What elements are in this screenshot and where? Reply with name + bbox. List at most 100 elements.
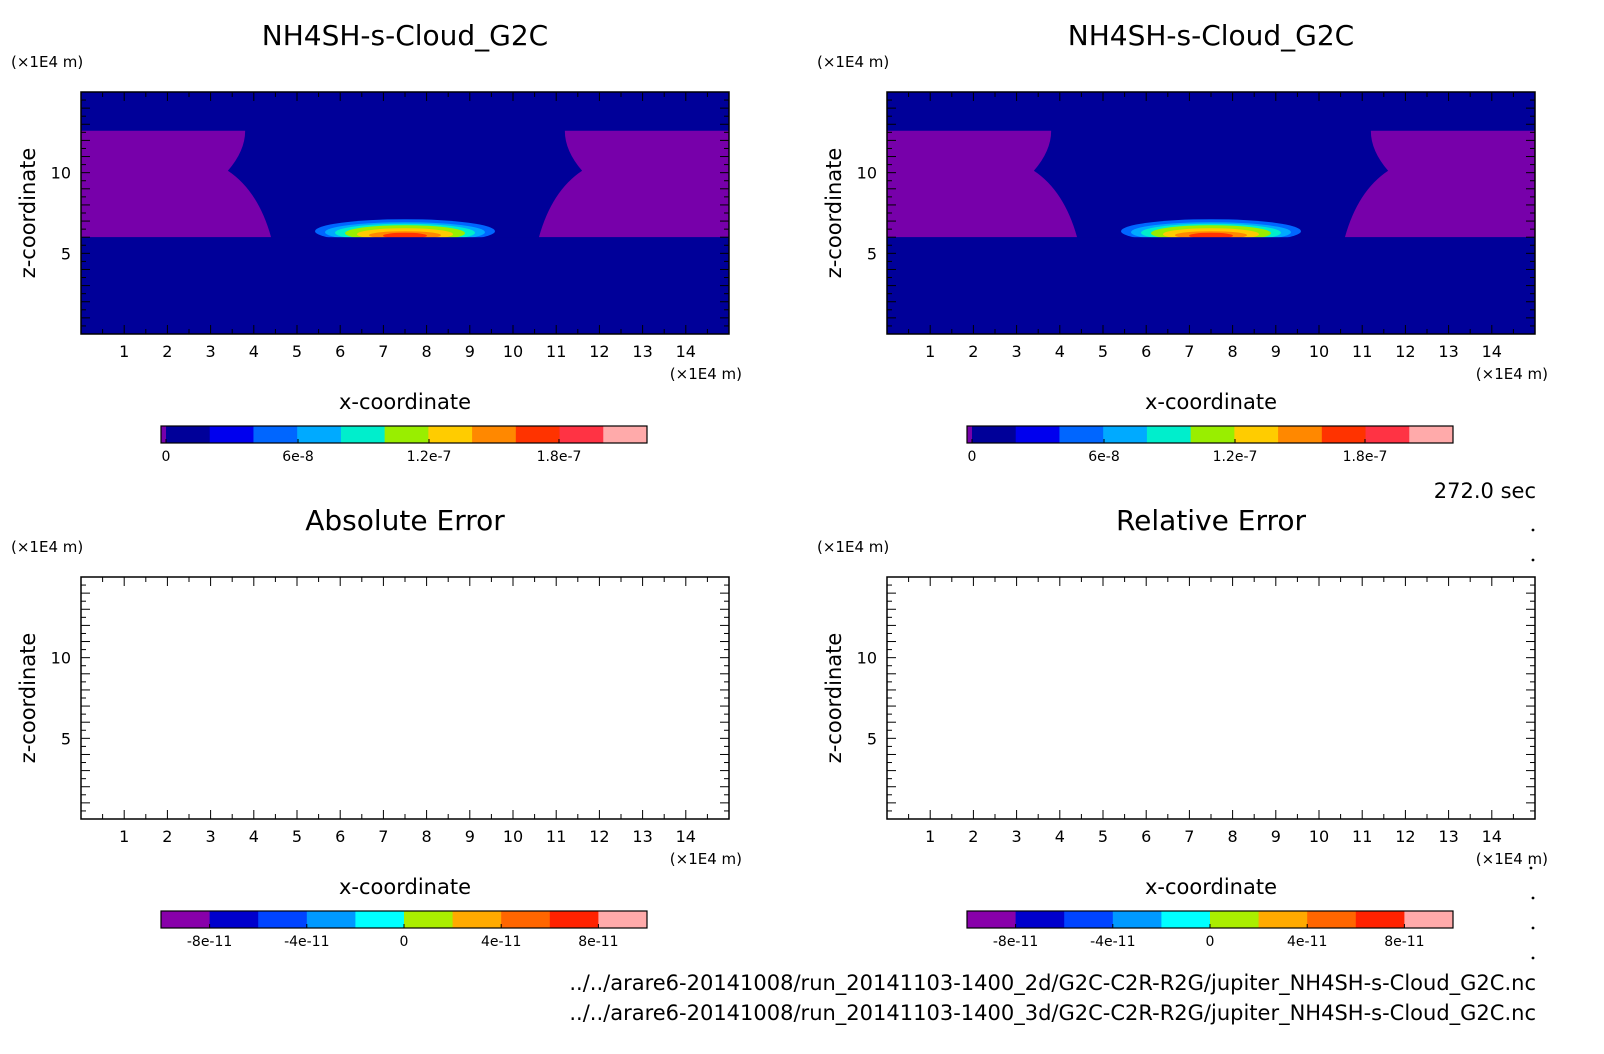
y-tick-label: 5 [61,729,71,748]
x-tick-label: 8 [422,827,432,846]
colorbar-swatch [549,911,599,928]
colorbar-swatch [404,911,454,928]
x-tick-label: 7 [1184,342,1194,361]
x-tick-label: 4 [1055,342,1065,361]
empty-field [81,577,729,819]
x-tick-label: 9 [465,342,475,361]
x-tick-label: 2 [968,342,978,361]
colorbar-swatch [452,911,502,928]
x-tick-label: 1 [925,827,935,846]
y-axis-label: z-coordinate [16,148,40,279]
colorbar-under [967,426,972,443]
x-axis: 1 2 3 4 5 6 7 8 9 10 11 12 13 14 [102,92,708,361]
colorbar-swatch [1234,426,1279,443]
x-axis: 1 2 3 4 5 6 7 8 9 10 11 12 13 14 [102,577,708,846]
x-axis-label: x-coordinate [339,875,471,899]
colorbar-swatch [1210,911,1260,928]
colorbar-swatch [1015,911,1065,928]
cloud-region-right [538,130,729,238]
colorbar-swatch [209,426,254,443]
colorbar-swatch [1404,911,1454,928]
empty-field [887,577,1535,819]
x-tick-label: 4 [1055,827,1065,846]
x-tick-label: 3 [1012,827,1022,846]
y-tick-label: 10 [51,649,71,668]
x-axis-label: x-coordinate [1145,875,1277,899]
colorbar-label: 0 [968,449,977,465]
x-tick-label: 11 [546,342,566,361]
colorbar-swatch [1355,911,1405,928]
x-axis-label: x-coordinate [1145,390,1277,414]
x-tick-label: 14 [1482,827,1502,846]
panel-title: Absolute Error [305,504,505,537]
x-tick-label: 13 [1438,342,1458,361]
lower-region [887,237,1535,334]
colorbar-label: 1.2e-7 [407,449,452,465]
x-tick-label: 6 [335,342,345,361]
colorbar-swatch [209,911,259,928]
y-tick-label: 10 [857,164,877,183]
x-tick-label: 5 [1098,827,1108,846]
time-label: 272.0 sec [1434,479,1536,503]
x-tick-label: 14 [1482,342,1502,361]
colorbar-swatch [603,426,648,443]
colorbar-swatch [1365,426,1410,443]
y-unit-label: (×1E4 m) [817,538,889,556]
y-tick-label: 10 [51,164,71,183]
colorbar-under [161,426,166,443]
lower-region [81,237,729,334]
x-unit-label: (×1E4 m) [1476,365,1548,383]
colorbar-label: 4e-11 [1287,934,1327,950]
x-tick-label: 3 [1012,342,1022,361]
x-tick-label: 3 [206,342,216,361]
x-tick-label: 13 [1438,827,1458,846]
colorbar-swatch [297,426,342,443]
panel-3: Absolute Error(×1E4 m)1 2 3 4 5 6 7 8 9 10 11 12 13 1… [11,504,742,950]
x-tick-label: 11 [546,827,566,846]
x-tick-label: 2 [162,827,172,846]
colorbar-label: 0 [1206,934,1215,950]
panel-4: Relative Error(×1E4 m)1 2 3 4 5 6 7 8 9 10 11 12 13 1… [817,504,1548,950]
x-tick-label: 4 [249,342,259,361]
plot-area [81,577,729,819]
y-axis: 5 10 [51,584,729,812]
colorbar-swatch [1190,426,1235,443]
x-axis-label: x-coordinate [339,390,471,414]
colorbar-label: 1.8e-7 [537,449,582,465]
file-path-2: ../../arare6-20141008/run_20141103-1400_… [569,1001,1536,1026]
x-tick-label: 2 [968,827,978,846]
x-tick-label: 5 [292,827,302,846]
plot-area [887,92,1535,334]
colorbar-swatch [1307,911,1357,928]
y-unit-label: (×1E4 m) [11,53,83,71]
colorbar: -8e-11 -4e-11 0 4e-11 8e-11 [160,910,648,950]
colorbar-swatch [1321,426,1367,443]
colorbar-swatch [1112,911,1162,928]
plot-area [887,577,1535,819]
colorbar: -8e-11 -4e-11 0 4e-11 8e-11 [966,910,1454,950]
y-unit-label: (×1E4 m) [11,538,83,556]
x-tick-label: 4 [249,827,259,846]
y-tick-label: 5 [867,729,877,748]
x-tick-label: 5 [1098,342,1108,361]
colorbar-label: 1.2e-7 [1213,449,1258,465]
x-tick-label: 9 [1271,827,1281,846]
x-tick-label: 9 [1271,342,1281,361]
x-tick-label: 6 [1141,827,1151,846]
colorbar-swatch [1258,911,1308,928]
colorbar-swatch [1103,426,1148,443]
colorbar-label: -4e-11 [1090,934,1135,950]
x-unit-label: (×1E4 m) [670,850,742,868]
x-tick-label: 11 [1352,342,1372,361]
x-tick-label: 2 [162,342,172,361]
panel-1: NH4SH-s-Cloud_G2C(×1E4 m)1 2 3 4 5 6 7 8 9 10 11 12… [11,19,742,465]
colorbar-swatch [972,426,1017,443]
colorbar-swatch [384,426,429,443]
x-tick-label: 12 [1395,827,1415,846]
x-tick-label: 10 [1309,827,1329,846]
x-tick-label: 6 [335,827,345,846]
stray-dots [1529,528,1535,960]
colorbar-label: -8e-11 [187,934,232,950]
colorbar: 0 6e-8 1.2e-7 1.8e-7 [966,425,1454,465]
